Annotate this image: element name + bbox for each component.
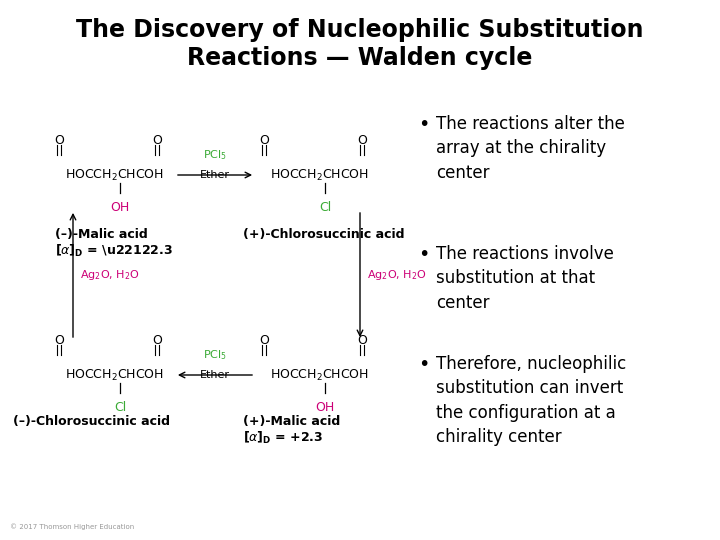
- Text: •: •: [418, 115, 429, 134]
- Text: [$\it{\alpha}$]$_\mathregular{D}$ = +2.3: [$\it{\alpha}$]$_\mathregular{D}$ = +2.3: [243, 430, 323, 446]
- Text: HOCC$\mathregular{H_2}$CHCOH: HOCC$\mathregular{H_2}$CHCOH: [271, 367, 369, 382]
- Text: Ether: Ether: [200, 370, 230, 380]
- Text: [$\it{\alpha}$]$_\mathregular{D}$ = \u22122.3: [$\it{\alpha}$]$_\mathregular{D}$ = \u22…: [55, 243, 173, 259]
- Text: O: O: [357, 334, 367, 347]
- Text: O: O: [54, 334, 64, 347]
- Text: Cl: Cl: [319, 201, 331, 214]
- Text: HOCC$\mathregular{H_2}$CHCOH: HOCC$\mathregular{H_2}$CHCOH: [66, 367, 164, 382]
- Text: Ether: Ether: [200, 170, 230, 180]
- Text: •: •: [418, 355, 429, 374]
- Text: The Discovery of Nucleophilic Substitution: The Discovery of Nucleophilic Substituti…: [76, 18, 644, 42]
- Text: PCl$_5$: PCl$_5$: [203, 348, 227, 362]
- Text: O: O: [152, 334, 162, 347]
- Text: OH: OH: [110, 201, 130, 214]
- Text: •: •: [418, 245, 429, 264]
- Text: The reactions alter the
array at the chirality
center: The reactions alter the array at the chi…: [436, 115, 625, 181]
- Text: PCl$_5$: PCl$_5$: [203, 148, 227, 162]
- Text: Ag$_2$O, H$_2$O: Ag$_2$O, H$_2$O: [367, 268, 427, 282]
- Text: (–)-Malic acid: (–)-Malic acid: [55, 228, 148, 241]
- Text: OH: OH: [315, 401, 335, 414]
- Text: Cl: Cl: [114, 401, 126, 414]
- Text: (+)-Malic acid: (+)-Malic acid: [243, 415, 341, 428]
- Text: Ag$_2$O, H$_2$O: Ag$_2$O, H$_2$O: [80, 268, 140, 282]
- Text: The reactions involve
substitution at that
center: The reactions involve substitution at th…: [436, 245, 614, 312]
- Text: O: O: [357, 134, 367, 147]
- Text: (+)-Chlorosuccinic acid: (+)-Chlorosuccinic acid: [243, 228, 405, 241]
- Text: (–)-Chlorosuccinic acid: (–)-Chlorosuccinic acid: [13, 415, 170, 428]
- Text: © 2017 Thomson Higher Education: © 2017 Thomson Higher Education: [10, 523, 134, 530]
- Text: O: O: [152, 134, 162, 147]
- Text: Reactions — Walden cycle: Reactions — Walden cycle: [187, 46, 533, 70]
- Text: O: O: [259, 134, 269, 147]
- Text: HOCC$\mathregular{H_2}$CHCOH: HOCC$\mathregular{H_2}$CHCOH: [66, 167, 164, 183]
- Text: O: O: [259, 334, 269, 347]
- Text: O: O: [54, 134, 64, 147]
- Text: Therefore, nucleophilic
substitution can invert
the configuration at a
chirality: Therefore, nucleophilic substitution can…: [436, 355, 626, 446]
- Text: HOCC$\mathregular{H_2}$CHCOH: HOCC$\mathregular{H_2}$CHCOH: [271, 167, 369, 183]
